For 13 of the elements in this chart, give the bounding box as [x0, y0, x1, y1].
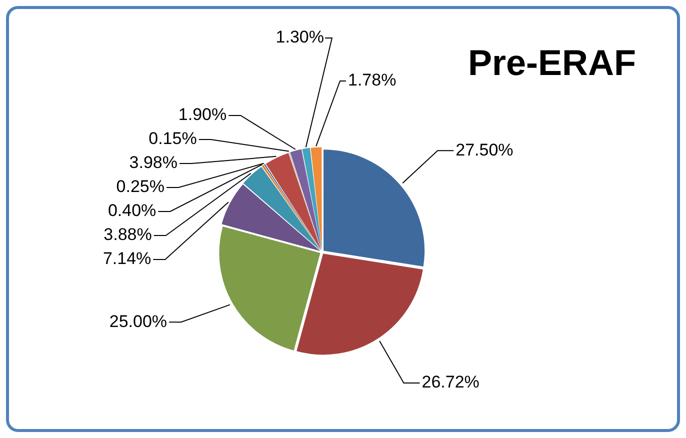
data-label: 25.00% [109, 312, 168, 331]
data-label: 26.72% [422, 372, 480, 392]
data-label: 3.88% [104, 225, 152, 244]
data-label: 1.90% [178, 105, 227, 124]
data-label: 27.50% [456, 140, 514, 160]
data-label: 1.78% [348, 70, 396, 90]
chart-title: Pre-ERAF [468, 42, 636, 84]
data-label: 7.14% [102, 249, 152, 268]
data-label: 0.25% [116, 177, 164, 196]
data-label: 1.30% [276, 28, 324, 47]
data-label: 3.98% [129, 153, 178, 172]
data-label: 0.40% [108, 201, 156, 220]
data-label: 0.15% [148, 129, 197, 148]
